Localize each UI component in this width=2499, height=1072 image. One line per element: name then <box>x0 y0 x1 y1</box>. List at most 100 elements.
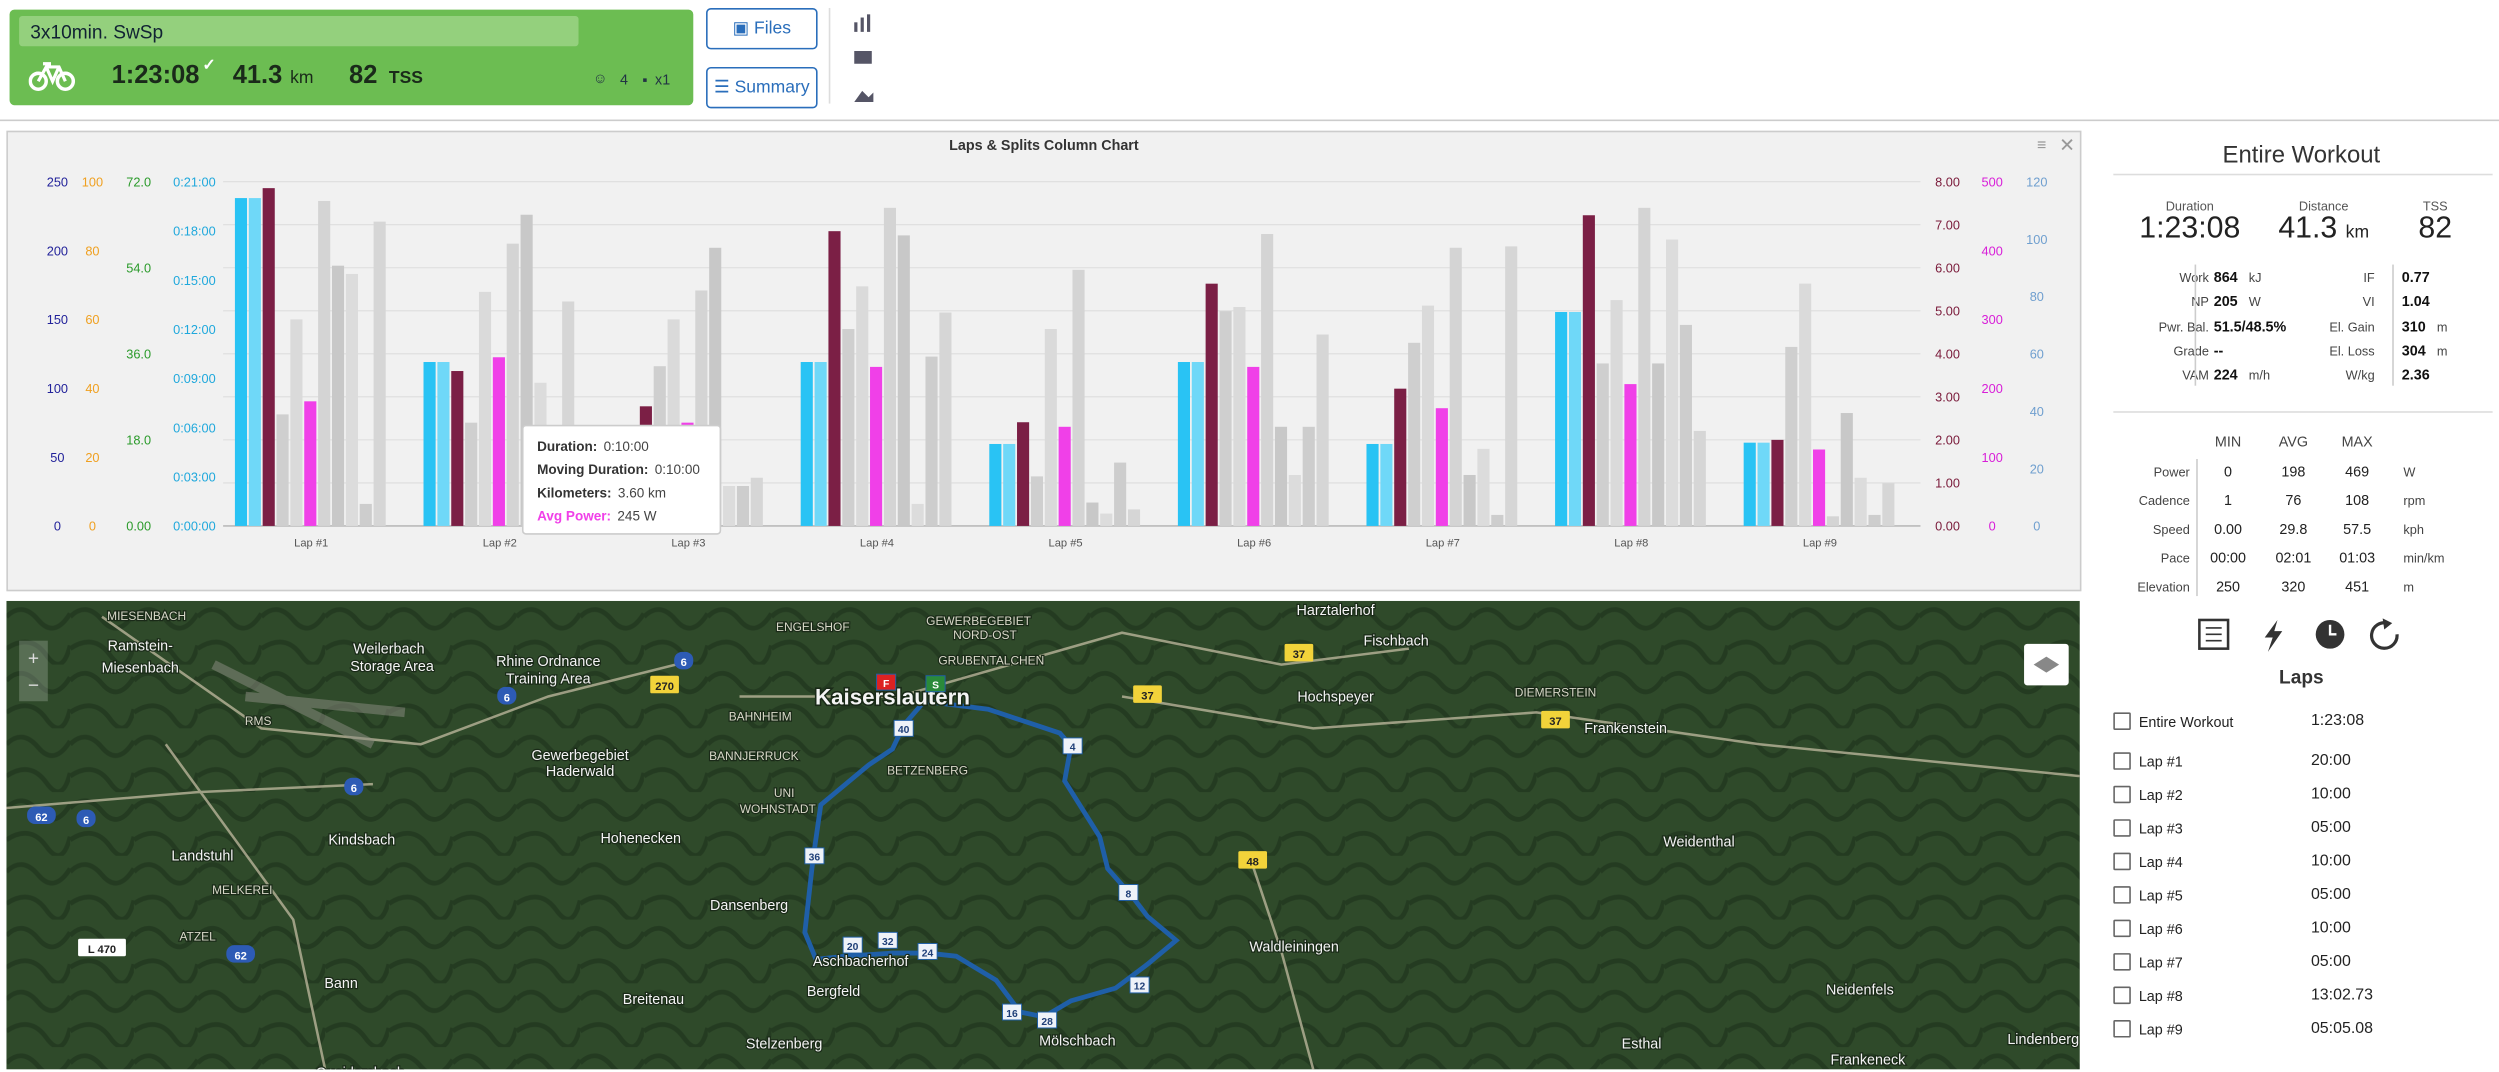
map-label: Neidenfels <box>1826 983 1894 999</box>
bar <box>989 443 1002 526</box>
road-shield <box>674 651 694 670</box>
route-marker-label: 16 <box>1006 1009 1018 1020</box>
bar <box>1408 342 1421 526</box>
route-marker-label: 4 <box>1070 743 1076 754</box>
bar <box>1610 300 1623 526</box>
stat-label: TSS <box>2422 199 2448 214</box>
tss: 82 <box>349 62 378 90</box>
metric-label: Grade <box>2173 344 2209 359</box>
metric-value: 205 <box>2213 293 2238 310</box>
bar <box>1882 483 1895 526</box>
lap-checkbox[interactable] <box>2113 712 2131 730</box>
bar <box>318 200 331 526</box>
axis-tick-label: 0:03:00 <box>173 470 216 485</box>
lap-time: 05:00 <box>2310 953 2351 971</box>
map-label: NORD-OST <box>953 628 1017 642</box>
route-marker <box>1037 1011 1058 1029</box>
map[interactable]: + − MIESENBACH Ramstein- Miesenbach Weilerba… <box>6 600 2080 1070</box>
minmax-unit: rpm <box>2403 494 2426 509</box>
map-label: BAHNHEIM <box>729 709 792 723</box>
bar <box>506 243 519 526</box>
bar <box>304 401 317 526</box>
lap-checkbox[interactable] <box>2113 752 2131 770</box>
metric-value: 304 <box>2401 342 2426 359</box>
lap-name: Lap #7 <box>2138 954 2183 971</box>
lap-name: Lap #6 <box>2138 921 2183 938</box>
road-shield-label: 37 <box>1141 691 1153 703</box>
axis-tick-label: 200 <box>1982 381 2003 396</box>
lap-tabs[interactable] <box>2196 617 2403 655</box>
metric-label: Work <box>2117 271 2209 285</box>
zoom-control[interactable] <box>19 640 48 702</box>
axis-tick-label: 0:21:00 <box>173 174 216 189</box>
lap-checkbox[interactable] <box>2113 886 2131 904</box>
stat-label: Distance <box>2298 199 2349 214</box>
route-marker <box>877 931 898 949</box>
workout-card[interactable]: 3x10min. SwSp 1:23:08 ✓ 41.3 km 82 TSS ☺… <box>9 9 694 106</box>
lap-checkbox[interactable] <box>2113 852 2131 871</box>
bar <box>423 362 436 526</box>
lap-checkbox[interactable] <box>2113 953 2131 971</box>
axis-tick-label: 36.0 <box>126 347 151 362</box>
x-tick-label: Lap #1 <box>294 538 328 550</box>
bar <box>465 422 478 526</box>
road-shield <box>27 806 56 824</box>
axis-tick-label: 8.00 <box>1935 174 1960 189</box>
metric-label: El. Loss <box>2329 344 2375 359</box>
mood: 4 <box>619 71 628 88</box>
route-marker <box>876 673 897 691</box>
map-label: Gewerbegebiet <box>532 748 629 764</box>
lap-checkbox[interactable] <box>2113 919 2131 938</box>
axis-tick-label: 80 <box>2030 289 2044 304</box>
map-label: Weidenthal <box>1663 834 1734 850</box>
axis-tick-label: 200 <box>47 243 68 258</box>
menu-icon[interactable]: ≡ <box>2037 137 2046 154</box>
stat-number: 1:23:08 <box>2139 211 2241 246</box>
map-label: Training Area <box>506 672 591 688</box>
stat-value: 41.3 km <box>2244 212 2403 247</box>
bar <box>911 503 924 526</box>
lap-time: 05:00 <box>2310 886 2351 904</box>
axis-tick-label: 0:09:00 <box>173 371 216 386</box>
map-label: Miesenbach <box>102 661 179 677</box>
bar <box>276 414 289 526</box>
side-icons[interactable] <box>849 13 878 105</box>
divider <box>2113 411 2493 413</box>
lap-time: 05:05.08 <box>2310 1020 2373 1038</box>
minmax-value: 0 <box>2224 463 2233 480</box>
summary-button[interactable]: ☰ Summary <box>706 66 818 109</box>
minmax-value: 00:00 <box>2210 549 2247 566</box>
files-button[interactable]: ▣ Files <box>706 7 818 50</box>
lap-name: Lap #1 <box>2138 753 2183 770</box>
lap-checkbox[interactable] <box>2113 986 2131 1005</box>
axis-tick-label: 5.00 <box>1935 304 1960 319</box>
bar <box>1771 439 1784 526</box>
road-shield-label: 6 <box>351 783 357 795</box>
minmax-value: 469 <box>2345 463 2370 480</box>
bar <box>1666 239 1679 526</box>
map-label: ATZEL <box>179 929 216 943</box>
bar <box>1868 514 1881 526</box>
lap-checkbox[interactable] <box>2113 1020 2131 1038</box>
map-label: Storage Area <box>350 659 434 675</box>
axis-tick-label: 100 <box>2026 232 2047 247</box>
map-label: MELKEREI <box>212 883 272 897</box>
x-tick-label: Lap #5 <box>1049 538 1083 550</box>
divider <box>2196 459 2198 597</box>
lap-checkbox[interactable] <box>2113 785 2131 804</box>
map-label: Rhine Ordnance <box>496 654 600 670</box>
lap-checkbox[interactable] <box>2113 819 2131 837</box>
axis-tick-label: 2.00 <box>1935 433 1960 448</box>
divider <box>2392 264 2394 386</box>
axis-tick-label: 80 <box>85 243 99 258</box>
bar <box>1568 312 1582 526</box>
axis-tick-label: 0.00 <box>1935 519 1960 534</box>
road-shield <box>76 809 96 828</box>
route-marker <box>917 943 938 960</box>
close-icon[interactable]: ✕ <box>2059 135 2075 156</box>
map-label: UNI <box>774 786 795 800</box>
axis-tick-label: 18.0 <box>126 433 151 448</box>
bar <box>1288 474 1301 526</box>
duration: 1:23:08 <box>111 62 200 90</box>
